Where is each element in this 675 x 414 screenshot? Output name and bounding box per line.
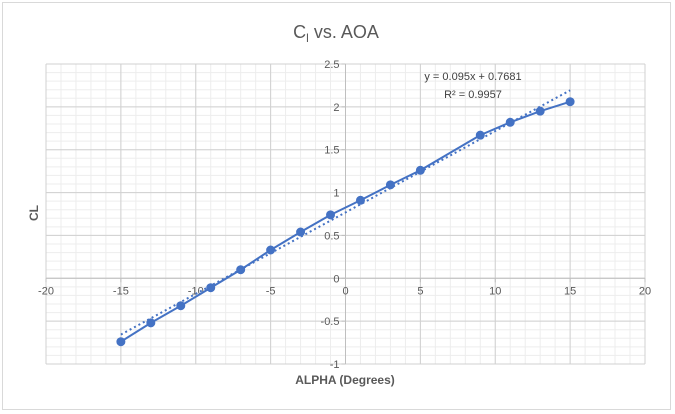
data-point <box>505 117 515 127</box>
data-point <box>385 180 395 190</box>
data-point <box>206 283 216 293</box>
chart-title-rest: vs. AOA <box>309 22 379 42</box>
chart-title-subscript: l <box>306 31 309 45</box>
data-point <box>326 210 336 220</box>
x-tick-label: 20 <box>639 285 651 297</box>
data-point <box>475 130 485 140</box>
data-point <box>146 318 156 328</box>
x-tick-label: -5 <box>266 285 276 297</box>
data-point <box>266 245 276 255</box>
x-tick-label: 10 <box>489 285 501 297</box>
y-tick-labels: -1 -0.5 0 0.5 1 1.5 2 2.5 <box>321 59 340 371</box>
trendline-equation: y = 0.095x + 0.7681 <box>424 71 521 83</box>
x-tick-label: -15 <box>113 285 129 297</box>
y-tick-label: 2.5 <box>324 59 339 71</box>
y-tick-label: 2 <box>333 102 339 114</box>
series-layer <box>116 97 575 347</box>
y-axis-title: CL <box>27 205 41 221</box>
trendline-r-squared: R² = 0.9957 <box>444 89 502 101</box>
data-point <box>355 195 365 205</box>
x-tick-label: 5 <box>417 285 423 297</box>
trendline <box>120 89 571 336</box>
data-point <box>176 301 186 311</box>
data-point <box>116 337 126 347</box>
chart-title-main: C <box>293 22 306 42</box>
data-point <box>236 265 246 275</box>
data-point <box>415 165 425 175</box>
x-tick-label: -20 <box>38 285 54 297</box>
axes <box>45 63 646 365</box>
data-point <box>535 106 545 116</box>
y-tick-label: 1 <box>333 188 339 200</box>
x-tick-label: 0 <box>342 285 348 297</box>
y-tick-label: 0.5 <box>324 230 339 242</box>
data-point <box>565 97 575 107</box>
chart-title: Cl vs. AOA <box>293 22 379 45</box>
y-tick-label: 0 <box>333 273 339 285</box>
data-point <box>296 227 306 237</box>
x-tick-label: 15 <box>564 285 576 297</box>
y-tick-label: -0.5 <box>321 316 340 328</box>
y-tick-label: -1 <box>330 359 340 371</box>
x-axis-title: ALPHA (Degrees) <box>295 373 395 387</box>
y-tick-label: 1.5 <box>324 145 339 157</box>
trendline-layer <box>120 89 571 336</box>
x-tick-labels: -20 -15 -10 -5 0 5 10 15 20 <box>38 285 651 297</box>
chart-frame <box>2 2 671 410</box>
